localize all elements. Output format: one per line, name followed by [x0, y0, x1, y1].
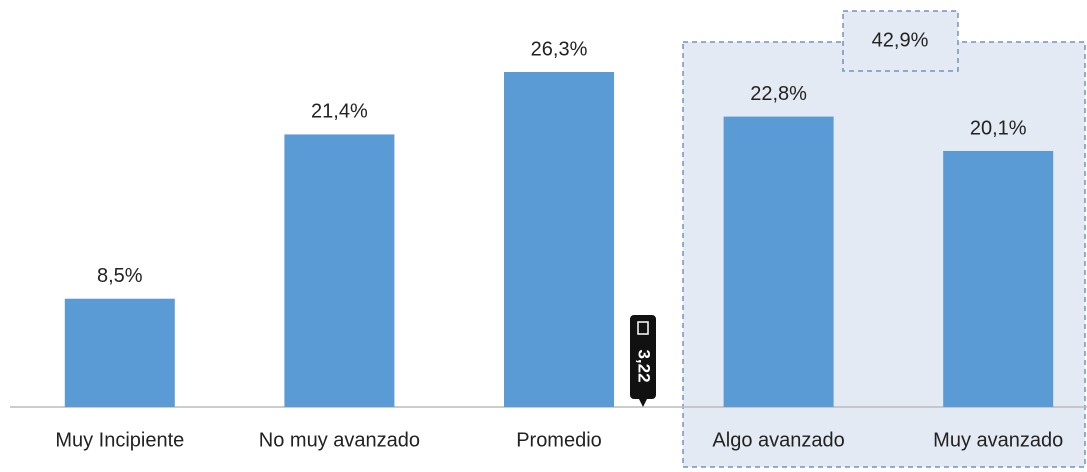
bar	[723, 116, 834, 407]
x-tick-label: Algo avanzado	[712, 429, 844, 451]
value-label: 21,4%	[311, 101, 368, 123]
bar	[284, 134, 395, 408]
bar	[64, 298, 175, 407]
value-label: 8,5%	[97, 265, 143, 287]
group-label: 42,9%	[872, 29, 929, 51]
marker-icon	[637, 321, 649, 335]
x-tick-label: Muy avanzado	[933, 429, 1063, 451]
group-label-box	[842, 10, 959, 72]
value-label: 26,3%	[531, 38, 588, 60]
marker-label: 3,22	[635, 349, 654, 382]
x-tick-label: No muy avanzado	[259, 429, 420, 451]
bar	[504, 72, 614, 407]
value-label: 22,8%	[750, 83, 807, 105]
value-label: 20,1%	[970, 117, 1027, 139]
bar	[943, 150, 1054, 407]
marker: 3,22	[630, 315, 656, 407]
marker-shape	[630, 315, 656, 407]
x-tick-label: Promedio	[516, 429, 602, 451]
x-tick-label: Muy Incipiente	[55, 429, 184, 451]
